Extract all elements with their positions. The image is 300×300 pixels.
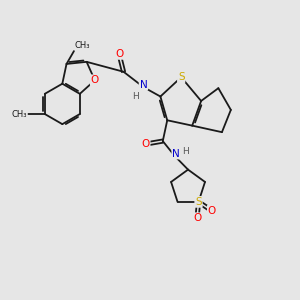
Text: O: O (208, 206, 216, 216)
Text: O: O (193, 213, 201, 223)
Text: O: O (115, 49, 123, 59)
Text: H: H (132, 92, 139, 100)
Text: H: H (182, 147, 188, 156)
Text: CH₃: CH₃ (75, 40, 90, 50)
Text: O: O (91, 75, 99, 85)
Text: CH₃: CH₃ (11, 110, 27, 118)
Text: S: S (178, 72, 184, 82)
Text: N: N (140, 80, 147, 90)
Text: S: S (195, 197, 202, 207)
Text: O: O (141, 139, 150, 149)
Text: N: N (172, 148, 180, 159)
